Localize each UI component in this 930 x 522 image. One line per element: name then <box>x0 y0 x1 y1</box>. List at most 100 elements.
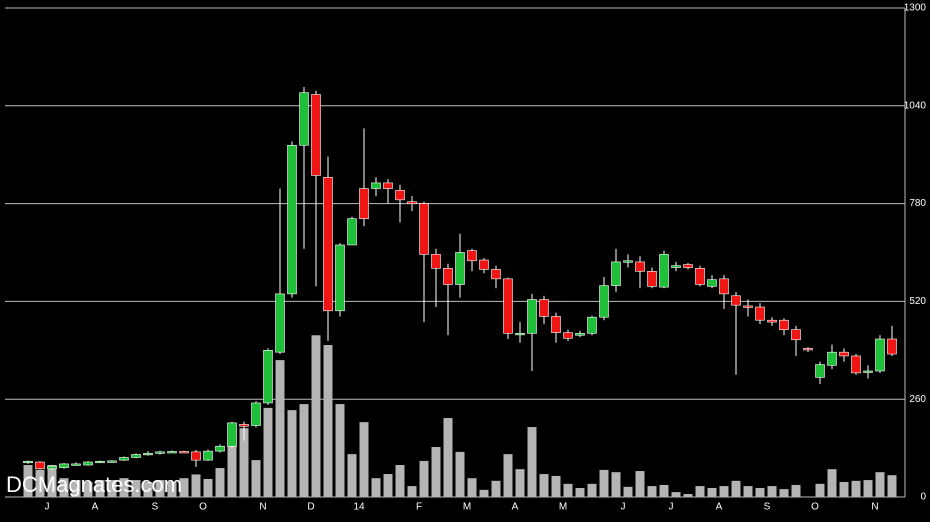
volume-bar <box>275 360 285 497</box>
volume-bar <box>731 480 741 497</box>
y-tick-label: 1040 <box>904 100 927 111</box>
candle-body <box>131 454 141 458</box>
volume-bar <box>371 478 381 497</box>
volume-bar <box>479 489 489 497</box>
volume-bar <box>851 480 861 497</box>
x-tick-label: M <box>463 502 471 513</box>
volume-bar <box>155 480 165 497</box>
candle-body <box>743 305 753 308</box>
y-tick-label: 1300 <box>904 3 927 14</box>
candle-body <box>827 351 837 366</box>
candle-body <box>695 267 705 285</box>
candle-body <box>59 463 69 468</box>
candle-body <box>611 261 621 286</box>
watermark: DCMagnates.com <box>6 472 182 497</box>
x-tick-label: A <box>716 502 723 513</box>
candle-body <box>491 269 501 280</box>
candle-body <box>635 261 645 272</box>
candle-body <box>515 333 525 336</box>
volume-bar <box>887 475 897 497</box>
candle-body <box>467 250 477 262</box>
candle-body <box>227 422 237 447</box>
volume-bar <box>23 465 33 497</box>
volume-bar <box>707 487 717 497</box>
volume-bar <box>671 492 681 497</box>
x-tick-label: N <box>871 502 878 513</box>
candle-body <box>179 451 189 454</box>
candle-body <box>455 252 465 285</box>
x-tick-label: 14 <box>353 502 365 513</box>
volume-bar <box>419 460 429 497</box>
candle-body <box>275 293 285 353</box>
volume-bar <box>827 469 837 497</box>
x-tick-label: A <box>512 502 519 513</box>
candle-body <box>431 254 441 269</box>
volume-bar <box>875 472 885 497</box>
volume-bar <box>335 404 345 497</box>
volume-bar <box>107 480 117 497</box>
candle-body <box>623 260 633 263</box>
candle-body <box>359 188 369 219</box>
volume-bar <box>683 493 693 497</box>
volume-bar <box>359 422 369 497</box>
candle-body <box>659 254 669 288</box>
candle-body <box>371 182 381 189</box>
candle-body <box>143 453 153 456</box>
volume-bar <box>203 478 213 497</box>
candle-body <box>167 451 177 454</box>
volume-bar <box>431 446 441 497</box>
volume-bar <box>35 469 45 497</box>
volume-bar <box>491 480 501 497</box>
candle-body <box>755 306 765 321</box>
candle-body <box>383 182 393 189</box>
candle-body <box>563 332 573 339</box>
candle-body <box>803 348 813 351</box>
candle-body <box>683 264 693 268</box>
candle-body <box>791 329 801 341</box>
candle-body <box>875 338 885 372</box>
x-tick-label: M <box>559 502 567 513</box>
volume-bar <box>83 481 93 497</box>
candle-body <box>23 460 33 464</box>
candle-body <box>767 319 777 323</box>
candle-body <box>191 451 201 461</box>
x-tick-label: D <box>307 502 314 513</box>
candle-body <box>575 333 585 336</box>
volume-bar <box>47 465 57 497</box>
x-tick-label: J <box>669 502 674 513</box>
x-tick-label: J <box>45 502 50 513</box>
candle-body <box>71 463 81 466</box>
volume-bar <box>95 480 105 497</box>
volume-bar <box>743 486 753 497</box>
volume-bar <box>839 481 849 497</box>
candle-body <box>35 461 45 470</box>
volume-bar <box>599 469 609 497</box>
candle-body <box>287 144 297 295</box>
volume-bar <box>503 454 513 497</box>
x-tick-label: J <box>621 502 626 513</box>
x-tick-label: N <box>259 502 266 513</box>
candle-body <box>155 451 165 454</box>
candle-body <box>239 424 249 427</box>
volume-bar <box>659 484 669 497</box>
candle-body <box>887 338 897 355</box>
volume-bar <box>647 486 657 497</box>
candle-body <box>479 259 489 270</box>
volume-bar <box>131 480 141 497</box>
volume-bar <box>755 487 765 497</box>
volume-bar <box>251 460 261 497</box>
candle-body <box>779 319 789 330</box>
volume-bar <box>215 468 225 497</box>
candle-body <box>503 278 513 334</box>
volume-bar <box>791 484 801 497</box>
volume-bar <box>299 404 309 497</box>
candle-body <box>731 295 741 306</box>
candle-body <box>119 457 129 461</box>
volume-bar <box>575 487 585 497</box>
candle-body <box>539 299 549 317</box>
candle-body <box>263 349 273 404</box>
volume-bar <box>167 481 177 497</box>
candle-body <box>587 316 597 334</box>
